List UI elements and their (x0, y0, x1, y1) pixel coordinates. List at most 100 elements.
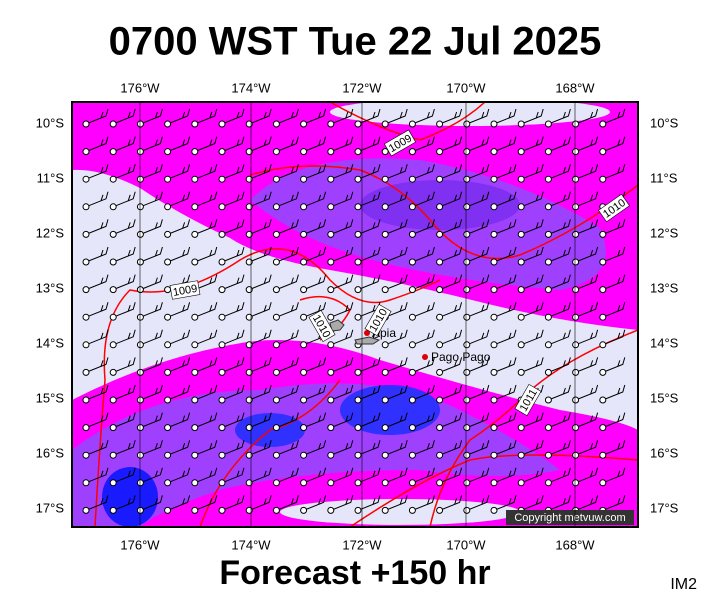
wind-barb (357, 440, 381, 456)
station (272, 506, 280, 514)
station (354, 175, 362, 183)
wind-barb (466, 136, 490, 153)
wind-barb (493, 467, 517, 484)
station (381, 341, 389, 349)
wind-barb (276, 219, 299, 235)
station (300, 148, 308, 156)
station (490, 286, 498, 294)
wind-barb (412, 495, 435, 511)
wind-barb (439, 246, 463, 263)
station (300, 341, 308, 349)
station (517, 479, 525, 487)
latitude-label: 15°S (36, 390, 65, 405)
station (463, 368, 471, 376)
wind-barb (575, 329, 599, 346)
wind-barb (221, 136, 245, 153)
station (136, 506, 144, 514)
wind-barb (113, 302, 136, 318)
station (218, 424, 226, 432)
wind-barb (303, 191, 327, 208)
station (436, 451, 444, 459)
station (136, 286, 144, 294)
station (218, 451, 226, 459)
station (109, 258, 117, 266)
wind-barb (548, 164, 571, 180)
wind-barb (521, 274, 544, 291)
wind-barbs (82, 108, 626, 514)
wind-barb (439, 412, 463, 429)
station (517, 258, 525, 266)
wind-barb (249, 440, 272, 456)
station (599, 313, 607, 321)
wind-barb (466, 191, 490, 208)
station (354, 396, 362, 404)
station (544, 258, 552, 266)
station (599, 120, 607, 128)
wind-barb (602, 219, 626, 235)
wind-barb (357, 384, 381, 401)
wind-barb (575, 164, 599, 180)
wind-barb (548, 467, 571, 484)
station (408, 424, 416, 432)
wind-barb (521, 164, 544, 180)
station (109, 451, 117, 459)
wind-barb (167, 440, 191, 456)
wind-barb (521, 246, 544, 263)
station (408, 286, 416, 294)
wind-barb (602, 136, 626, 153)
wind-barb (466, 412, 490, 429)
wind-barb (466, 164, 490, 180)
isobar-value: 1009 (172, 283, 198, 299)
station (381, 148, 389, 156)
station (327, 451, 335, 459)
wind-barb (221, 274, 245, 291)
wind-barb (575, 274, 599, 291)
wind-barb (330, 384, 354, 401)
station (82, 230, 90, 238)
station (544, 451, 552, 459)
wind-barb (85, 108, 109, 125)
wind-barb (575, 191, 599, 208)
station (463, 120, 471, 128)
wind-barb (140, 302, 163, 318)
station (436, 341, 444, 349)
station (82, 175, 90, 183)
station (436, 230, 444, 238)
wind-barb (249, 467, 272, 484)
station (490, 203, 498, 211)
station (436, 368, 444, 376)
latitude-label: 12°S (36, 225, 65, 240)
station (300, 424, 308, 432)
wind-barb (466, 440, 490, 456)
wind-barb (466, 274, 490, 291)
wind-barb (493, 384, 517, 401)
station (517, 230, 525, 238)
wind-barb (357, 108, 381, 125)
wind-barb (412, 136, 435, 153)
station (82, 313, 90, 321)
station (82, 203, 90, 211)
latitude-label: 13°S (650, 280, 679, 295)
wind-barb (439, 191, 463, 208)
station (381, 368, 389, 376)
station (544, 479, 552, 487)
wind-barb (548, 136, 571, 153)
station (381, 175, 389, 183)
wind-barb (602, 384, 626, 401)
wind-barb (385, 329, 408, 346)
station (136, 313, 144, 321)
station (218, 148, 226, 156)
station (82, 396, 90, 404)
wind-barb (140, 274, 163, 291)
station (544, 341, 552, 349)
wind-barb (466, 246, 490, 263)
wind-barb (167, 329, 191, 346)
station (272, 286, 280, 294)
wind-barb (85, 191, 109, 208)
wind-barb (412, 191, 435, 208)
station (544, 120, 552, 128)
wind-barb (521, 191, 544, 208)
wind-barb (357, 467, 381, 484)
station (436, 175, 444, 183)
